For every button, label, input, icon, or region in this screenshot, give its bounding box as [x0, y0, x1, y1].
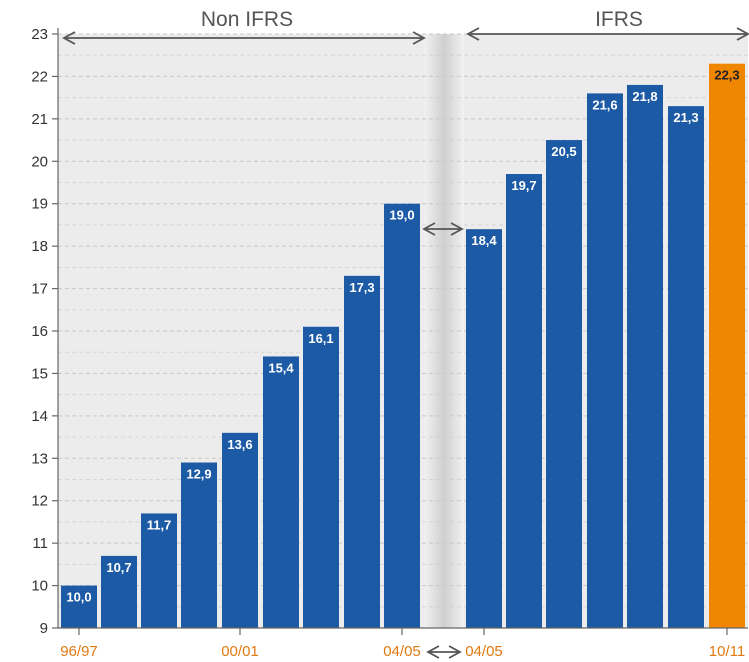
arrow-head-right	[412, 31, 426, 45]
y-tick-label: 19	[31, 196, 48, 213]
bar	[141, 513, 177, 628]
bar	[668, 106, 704, 629]
bar	[546, 140, 582, 629]
data-label: 15,4	[268, 360, 294, 375]
data-labels: 10,0 10,7 11,7 12,9 13,6 15,4 16,1 17,3 19,0 18,4…	[66, 68, 739, 605]
arrow-head-left	[422, 222, 436, 236]
data-label: 11,7	[147, 517, 172, 532]
data-label: 17,3	[349, 280, 374, 295]
x-axis: 96/97 00/01 04/05 04/05 10/11	[58, 627, 748, 660]
y-tick-label: 16	[31, 323, 48, 340]
bar	[466, 229, 502, 628]
y-tick-label: 23	[31, 26, 48, 43]
data-label: 22,3	[714, 68, 739, 83]
arrow-head-right	[736, 27, 749, 41]
bar	[263, 356, 299, 628]
y-tick-label: 11	[32, 535, 48, 552]
y-tick-label: 9	[40, 620, 48, 637]
y-tick-label: 21	[31, 111, 48, 128]
x-tick-label: 10/11	[709, 643, 745, 660]
bar	[101, 555, 137, 628]
x-tick-label: 00/01	[221, 643, 259, 660]
data-label: 21,6	[592, 97, 617, 112]
y-tick-label: 15	[31, 365, 48, 382]
arrow-head-right	[448, 645, 462, 659]
data-label: 16,1	[308, 331, 333, 346]
x-tick-label: 04/05	[383, 643, 421, 660]
y-tick-label: 13	[31, 450, 48, 467]
data-label: 13,6	[227, 437, 252, 452]
y-tick-label: 17	[31, 281, 48, 298]
data-label: 20,5	[551, 144, 576, 159]
arrow-head-left	[466, 27, 480, 41]
data-label: 21,3	[673, 110, 698, 125]
y-tick-label: 20	[31, 153, 48, 170]
x-tick-label: 96/97	[60, 643, 98, 660]
data-label: 10,7	[106, 560, 131, 575]
data-label: 12,9	[186, 467, 211, 482]
arrow-head-right	[450, 222, 464, 236]
bar	[709, 63, 745, 628]
bar	[61, 585, 97, 628]
data-label: 21,8	[632, 89, 657, 104]
arrow-head-left	[62, 31, 76, 45]
y-tick-label: 12	[31, 493, 48, 510]
gap-arrow-axis	[426, 645, 462, 659]
bar	[587, 93, 623, 628]
y-tick-label: 10	[31, 578, 48, 595]
y-tick-label: 14	[31, 408, 48, 425]
section-label-ifrs: IFRS	[595, 8, 643, 31]
y-tick-label: 22	[31, 68, 48, 85]
bar	[506, 174, 542, 628]
arrow-head-left	[426, 645, 440, 659]
bar	[627, 84, 663, 628]
section-markers: Non IFRS IFRS	[62, 8, 749, 659]
section-label-non-ifrs: Non IFRS	[201, 8, 293, 31]
bar	[222, 432, 258, 628]
bar	[344, 275, 380, 628]
y-tick-label: 18	[31, 238, 48, 255]
data-label: 19,0	[389, 208, 414, 223]
bar	[384, 203, 420, 628]
bars	[61, 63, 745, 629]
bar	[181, 462, 217, 628]
y-axis: 9 10 11 12 13 14 15 16 17 18 19 20 21 22 23	[31, 26, 59, 637]
x-tick-label: 04/05	[465, 643, 503, 660]
data-label: 10,0	[66, 590, 91, 605]
bar	[303, 326, 339, 628]
data-label: 19,7	[511, 178, 536, 193]
section-arrow-non-ifrs	[62, 31, 426, 45]
data-label: 18,4	[471, 233, 497, 248]
gap-arrow	[422, 222, 464, 236]
section-arrow-ifrs	[466, 27, 749, 41]
